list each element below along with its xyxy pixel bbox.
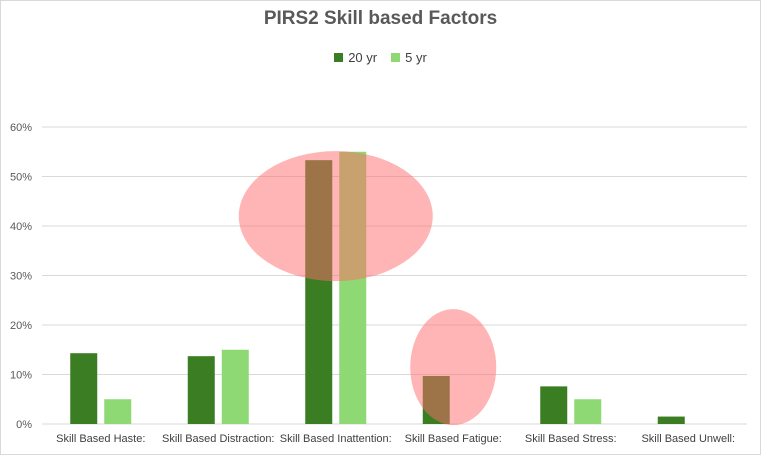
y-tick-label: 30% — [10, 271, 32, 283]
chart-legend: 20 yr 5 yr — [0, 50, 761, 65]
y-tick-label: 40% — [10, 221, 32, 233]
x-category-label: Skill Based Haste: — [56, 433, 145, 445]
highlight-ellipse — [238, 151, 433, 282]
bar-20yr-1 — [187, 356, 215, 424]
bar-20yr-0 — [70, 353, 98, 424]
y-tick-label: 60% — [10, 122, 32, 134]
x-category-label: Skill Based Distraction: — [162, 433, 275, 445]
y-tick-label: 50% — [10, 172, 32, 184]
bar-20yr-4 — [540, 386, 568, 424]
x-category-label: Skill Based Inattention: — [280, 433, 392, 445]
legend-swatch-5yr — [391, 53, 401, 62]
highlight-ellipse — [410, 309, 497, 426]
legend-label-20yr: 20 yr — [348, 50, 378, 65]
y-tick-label: 10% — [10, 370, 32, 382]
legend-label-5yr: 5 yr — [405, 50, 427, 65]
x-category-label: Skill Based Stress: — [525, 433, 617, 445]
x-category-label: Skill Based Unwell: — [641, 433, 735, 445]
chart-title: PIRS2 Skill based Factors — [263, 8, 498, 29]
bar-20yr-5 — [657, 416, 685, 424]
bar-5yr-1 — [221, 349, 249, 424]
y-tick-label: 0% — [16, 419, 32, 431]
legend-item-20yr: 20 yr — [334, 50, 377, 65]
legend-swatch-20yr — [334, 53, 344, 62]
x-category-label: Skill Based Fatigue: — [405, 433, 502, 445]
bar-5yr-0 — [104, 399, 132, 424]
bar-5yr-4 — [574, 399, 602, 424]
legend-item-5yr: 5 yr — [391, 50, 427, 65]
y-tick-label: 20% — [10, 320, 32, 332]
